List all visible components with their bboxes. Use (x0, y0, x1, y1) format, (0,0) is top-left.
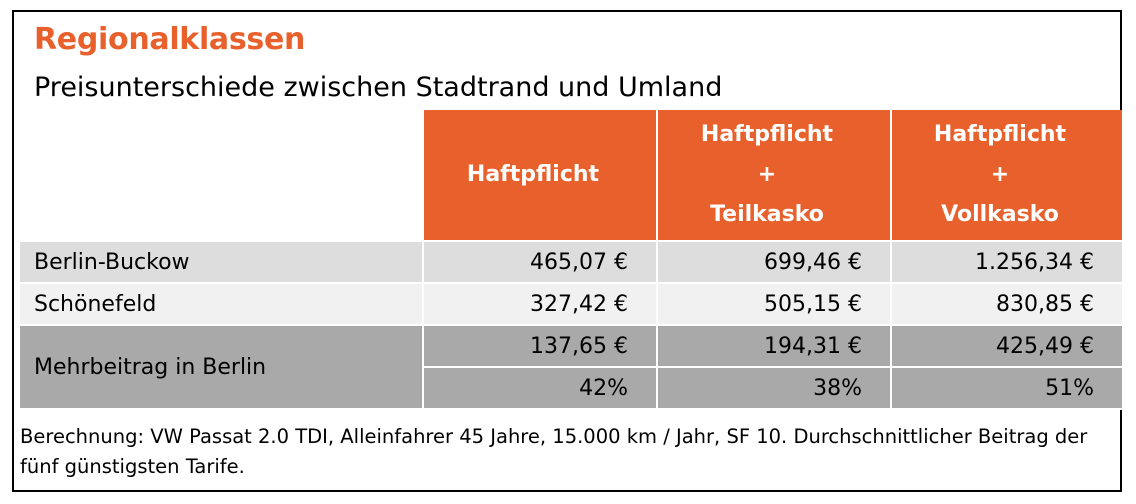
column-header-line: Haftpflicht (466, 162, 600, 187)
footnote: Berechnung: VW Passat 2.0 TDI, Alleinfah… (20, 425, 1088, 478)
cell-teilkasko: 505,15 € (658, 284, 892, 326)
infobox: Regionalklassen Preisunterschiede zwisch… (12, 10, 1122, 492)
page-subtitle: Preisunterschiede zwischen Stadtrand und… (34, 72, 723, 103)
cell-teilkasko: 194,31 € (658, 326, 892, 368)
header-corner (20, 110, 424, 242)
column-header-line: Vollkasko (941, 202, 1059, 227)
cell-teilkasko: 38% (658, 368, 892, 410)
column-header-teilkasko: Haftpflicht + Teilkasko (658, 110, 892, 242)
cell-vollkasko: 425,49 € (892, 326, 1122, 368)
cell-teilkasko: 699,46 € (658, 242, 892, 284)
column-header-line: Haftpflicht (700, 122, 834, 147)
cell-vollkasko: 830,85 € (892, 284, 1122, 326)
column-header-line: + (990, 162, 1010, 187)
cell-haftpflicht: 42% (424, 368, 658, 410)
row-label-difference: Mehrbeitrag in Berlin (20, 326, 424, 410)
table-row-difference-percent: 42% 38% 51% (20, 368, 1122, 410)
cell-vollkasko: 1.256,34 € (892, 242, 1122, 284)
cell-vollkasko: 51% (892, 368, 1122, 410)
column-header-line: + (757, 162, 777, 187)
table-row-difference-absolute: Mehrbeitrag in Berlin 137,65 € 194,31 € … (20, 326, 1122, 410)
column-header-line: Haftpflicht (933, 122, 1067, 147)
column-header-line: Teilkasko (710, 202, 824, 227)
cell-haftpflicht: 137,65 € (424, 326, 658, 368)
column-header-vollkasko: Haftpflicht + Vollkasko (892, 110, 1122, 242)
table-row-schoenefeld: Schönefeld 327,42 € 505,15 € 830,85 € (20, 284, 1122, 326)
cell-haftpflicht: 465,07 € (424, 242, 658, 284)
header-row: Haftpflicht Haftpflicht + Teilkasko Haft… (20, 110, 1122, 242)
row-label: Schönefeld (20, 284, 424, 326)
table-row-berlin-buckow: Berlin-Buckow 465,07 € 699,46 € 1.256,34… (20, 242, 1122, 284)
row-label: Berlin-Buckow (20, 242, 424, 284)
page-title: Regionalklassen (34, 22, 306, 57)
price-table: Haftpflicht Haftpflicht + Teilkasko Haft… (20, 110, 1122, 410)
cell-haftpflicht: 327,42 € (424, 284, 658, 326)
column-header-haftpflicht: Haftpflicht (424, 110, 658, 242)
